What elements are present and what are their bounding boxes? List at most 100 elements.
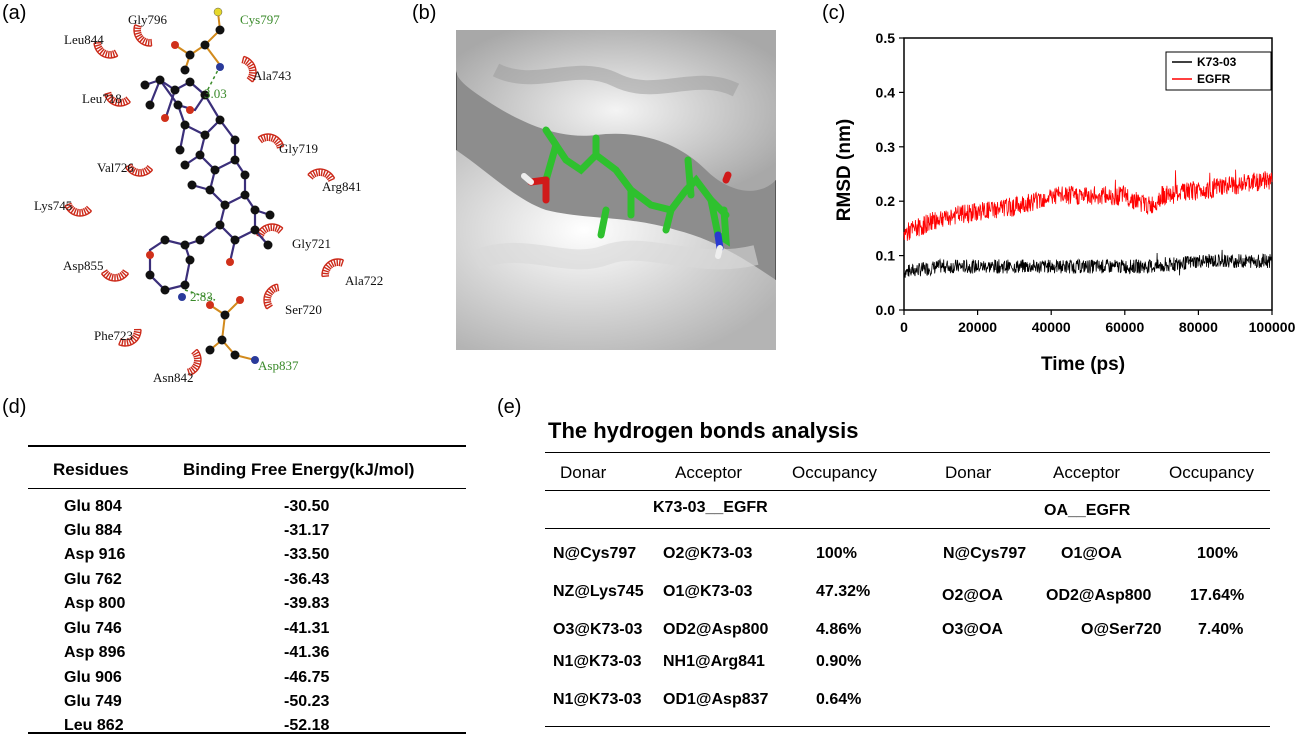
carbon-atom bbox=[186, 256, 195, 265]
residue-cell: Glu 749 bbox=[64, 693, 122, 711]
residue-cell: Asp 896 bbox=[64, 644, 125, 662]
residue-label: Ala743 bbox=[253, 68, 291, 83]
carbon-atom bbox=[201, 41, 210, 50]
x-tick-label: 80000 bbox=[1179, 319, 1218, 335]
y-tick-label: 0.1 bbox=[876, 248, 896, 264]
carbon-atom bbox=[216, 116, 225, 125]
nitrogen-atom bbox=[216, 63, 224, 71]
residue-label: Leu718 bbox=[82, 91, 122, 106]
residue-label: Phe723 bbox=[94, 328, 133, 343]
carbon-atom bbox=[218, 336, 227, 345]
residue-labels: Gly796 Leu844 Ala743 Leu718 Gly719 Val72… bbox=[34, 12, 383, 385]
energy-cell: -33.50 bbox=[284, 546, 329, 564]
donor-cell: N1@K73-03 bbox=[553, 653, 642, 671]
energy-cell: -41.36 bbox=[284, 644, 329, 662]
binding-pocket-surface bbox=[456, 30, 776, 350]
column-header: Donar bbox=[945, 463, 991, 483]
carbon-atom bbox=[201, 131, 210, 140]
residue-label: Gly719 bbox=[279, 141, 318, 156]
carbon-atom bbox=[188, 181, 197, 190]
donor-cell: NZ@Lys745 bbox=[553, 583, 644, 601]
carbon-atom bbox=[181, 121, 190, 130]
residue-label: Lys745 bbox=[34, 198, 72, 213]
carbon-atom bbox=[221, 201, 230, 210]
carbon-atom bbox=[264, 241, 273, 250]
carbon-atom bbox=[141, 81, 150, 90]
column-header: Donar bbox=[560, 463, 606, 483]
carbon-atom bbox=[251, 226, 260, 235]
oxygen-atom bbox=[236, 296, 244, 304]
carbon-atom bbox=[171, 86, 180, 95]
donor-cell: N@Cys797 bbox=[943, 545, 1026, 563]
carbon-atom bbox=[231, 156, 240, 165]
column-header: Occupancy bbox=[1169, 463, 1254, 483]
ligand-interaction-diagram: Gly796 Leu844 Ala743 Leu718 Gly719 Val72… bbox=[0, 0, 410, 395]
carbon-atom bbox=[181, 241, 190, 250]
acceptor-cell: OD1@Asp837 bbox=[663, 691, 768, 709]
distance-label: 3.03 bbox=[204, 86, 227, 101]
carbon-atom bbox=[181, 66, 190, 75]
donor-cell: O3@OA bbox=[942, 621, 1003, 639]
occupancy-cell: 4.86% bbox=[816, 621, 861, 639]
table-title: The hydrogen bonds analysis bbox=[548, 418, 859, 444]
carbon-atom bbox=[161, 286, 170, 295]
energy-cell: -46.75 bbox=[284, 669, 329, 687]
oxygen-atom bbox=[171, 41, 179, 49]
y-axis-label: RMSD (nm) bbox=[834, 119, 855, 221]
carbon-atom bbox=[216, 26, 225, 35]
carbon-atom bbox=[211, 166, 220, 175]
distance-label: 2.83 bbox=[190, 289, 213, 304]
acceptor-cell: OD2@Asp800 bbox=[1046, 587, 1151, 605]
table-header-rule bbox=[545, 490, 1270, 491]
residue-label: Ala722 bbox=[345, 273, 383, 288]
carbon-atom bbox=[181, 281, 190, 290]
carbon-atom bbox=[196, 236, 205, 245]
carbon-atom bbox=[181, 161, 190, 170]
legend-label: K73-03 bbox=[1197, 55, 1237, 69]
carbon-atom bbox=[186, 51, 195, 60]
column-header: Occupancy bbox=[792, 463, 877, 483]
energy-cell: -31.17 bbox=[284, 522, 329, 540]
residue-label: Asn842 bbox=[153, 370, 193, 385]
table-top-rule bbox=[545, 452, 1270, 453]
table-bottom-rule bbox=[545, 726, 1270, 727]
occupancy-cell: 17.64% bbox=[1190, 587, 1244, 605]
group-label: K73-03__EGFR bbox=[653, 499, 768, 517]
legend-label: EGFR bbox=[1197, 72, 1231, 86]
residue-bonds bbox=[175, 12, 255, 360]
hydrophobic-arc bbox=[322, 259, 343, 276]
x-tick-label: 0 bbox=[900, 319, 908, 335]
hydrophobic-arc bbox=[264, 284, 279, 309]
residue-label: Ser720 bbox=[285, 302, 322, 317]
donor-cell: N1@K73-03 bbox=[553, 691, 642, 709]
occupancy-cell: 0.64% bbox=[816, 691, 861, 709]
table-top-rule bbox=[28, 445, 466, 447]
oxygen-atom bbox=[186, 106, 194, 114]
carbon-atom bbox=[241, 171, 250, 180]
donor-cell: O3@K73-03 bbox=[553, 621, 642, 639]
residue-cell: Asp 800 bbox=[64, 595, 125, 613]
acceptor-cell: O1@K73-03 bbox=[663, 583, 752, 601]
occupancy-cell: 47.32% bbox=[816, 583, 870, 601]
y-tick-label: 0.4 bbox=[876, 84, 896, 100]
oxygen-atom bbox=[146, 251, 154, 259]
sulfur-atom bbox=[214, 8, 222, 16]
x-tick-label: 20000 bbox=[958, 319, 997, 335]
y-tick-label: 0.3 bbox=[876, 139, 896, 155]
x-axis-label: Time (ps) bbox=[1041, 354, 1125, 375]
carbon-atom bbox=[206, 186, 215, 195]
carbon-atom bbox=[231, 136, 240, 145]
carbon-atom bbox=[241, 191, 250, 200]
carbon-atom bbox=[186, 78, 195, 87]
residue-cell: Glu 746 bbox=[64, 620, 122, 638]
carbon-atom bbox=[146, 101, 155, 110]
carbon-atom bbox=[146, 271, 155, 280]
energy-cell: -39.83 bbox=[284, 595, 329, 613]
residue-label: Asp855 bbox=[63, 258, 103, 273]
column-header: Binding Free Energy(kJ/mol) bbox=[183, 460, 414, 480]
carbon-atom bbox=[156, 76, 165, 85]
hydrophobic-arcs bbox=[65, 25, 343, 375]
y-tick-label: 0.2 bbox=[876, 193, 896, 209]
panel-label-e: (e) bbox=[497, 396, 521, 419]
